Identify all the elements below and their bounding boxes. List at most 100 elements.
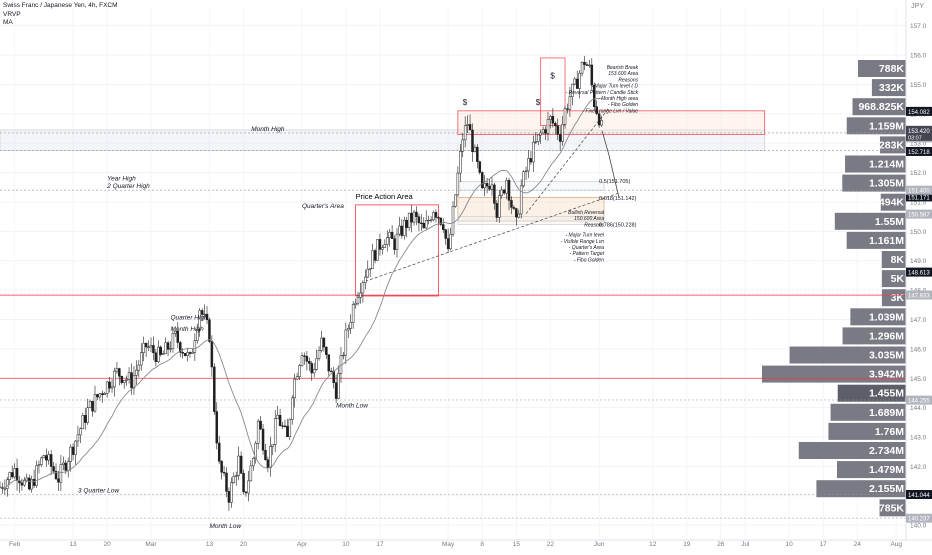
candle [454,194,457,208]
candle-body [534,141,538,143]
candle [242,469,245,495]
price-tick: 145.0 [910,376,927,383]
candle-body [59,464,63,483]
volume-bar-rect [871,79,906,97]
time-tick: 10 [785,541,793,548]
symbol-title[interactable]: Swiss Franc / Japanese Yen, 4h, FXCM [3,2,118,9]
candle-body [37,464,41,466]
candle [122,379,126,389]
candle-body [281,425,284,427]
candle-body [541,129,545,134]
candle-body [588,64,591,67]
candle [493,182,496,210]
candle-body [325,346,328,355]
volume-bar-label: 1.159M [869,120,904,132]
time-axis[interactable]: Feb 13 20 Mar 13 20 Apr 10 17 May 8 15 22 Jun 12 19 26 Ju… [0,539,932,548]
candle [132,366,136,395]
candle-body [249,465,253,482]
volume-bar: 1.55M [834,212,906,230]
candle [312,363,316,378]
time-tick: Mar [145,541,157,548]
volume-bar-label: 08.785K [864,502,904,514]
candle-body [320,337,323,351]
candle-body [125,379,128,381]
candle-body [108,381,111,389]
candle [583,55,586,71]
volume-bar-label: 2.734M [869,445,904,457]
current-price-countdown: 03:07 [908,135,922,141]
candle [347,324,350,339]
time-tick: Jun [594,541,605,548]
candle [551,108,555,128]
candle-body [437,217,440,219]
candle-body [558,134,562,142]
candle-body [349,322,352,329]
candle-body [444,229,447,239]
price-label-bg [906,209,932,219]
candle-body [103,393,106,396]
candle-body [176,331,180,343]
candle [159,345,162,357]
candle-body [76,434,80,442]
price-label-text: 148.613 [908,271,930,277]
bearish-note: 153.600 Area [608,71,638,77]
candle [237,446,240,481]
dollar-sign: $ [463,98,468,107]
volume-bar-label: 1.55M [875,216,904,228]
indicator-ma[interactable]: MA [3,19,13,26]
candle [446,228,450,253]
price-tick: 147.0 [910,317,927,324]
candle-body [69,446,72,462]
candle-body [473,146,477,153]
candle-body [580,62,584,74]
candle-body [271,444,275,447]
candle [556,118,559,140]
time-tick: Jul [741,541,750,548]
volume-bar-rect [798,442,906,459]
candle-body [544,129,547,134]
candle [541,126,545,135]
candle [81,412,85,430]
indicator-vrvp[interactable]: VRVP [3,10,21,18]
volume-profile[interactable]: 788K 332K 968.825K 1.159M 67.283K 1.214M 1.305… [762,60,906,517]
candle-body [25,477,29,481]
candle-body [256,420,260,444]
candle-body [490,184,494,190]
candle-body [252,458,255,467]
candle [510,196,513,215]
candle-body [303,355,306,357]
candle-body [429,219,433,221]
candle [337,365,340,400]
candle [410,204,413,233]
candle-body [366,268,370,278]
price-label-bg [906,395,932,405]
candle-body [507,179,511,201]
candle [154,349,158,367]
candle [79,427,82,444]
candle [383,239,387,248]
candle [49,449,53,476]
candle [213,363,216,415]
annotation-month-low-apr: Month Low [336,403,369,410]
price-label: 154.082 [906,106,932,116]
volume-bar: 1.689M [830,403,906,421]
candle-body [327,354,331,372]
candle [427,215,430,225]
volume-bar: 1.039M [850,308,906,326]
candle-body [52,466,55,472]
candle-body [286,425,289,438]
candle [327,354,331,376]
volume-bar: 1.161M [846,231,906,249]
candle [149,337,153,353]
candle [283,419,287,428]
fib-label: 0.618(151.142) [599,196,636,202]
price-axis[interactable]: 140.0141.0142.0143.0144.0145.0146.0147.0… [905,0,932,550]
level-label: 2 Quarter High [106,183,150,190]
candle [176,322,180,349]
price-label: 151.400 [906,185,932,195]
candle-body [157,346,160,362]
candle-body [463,125,467,141]
volume-bar-rect [828,422,906,440]
